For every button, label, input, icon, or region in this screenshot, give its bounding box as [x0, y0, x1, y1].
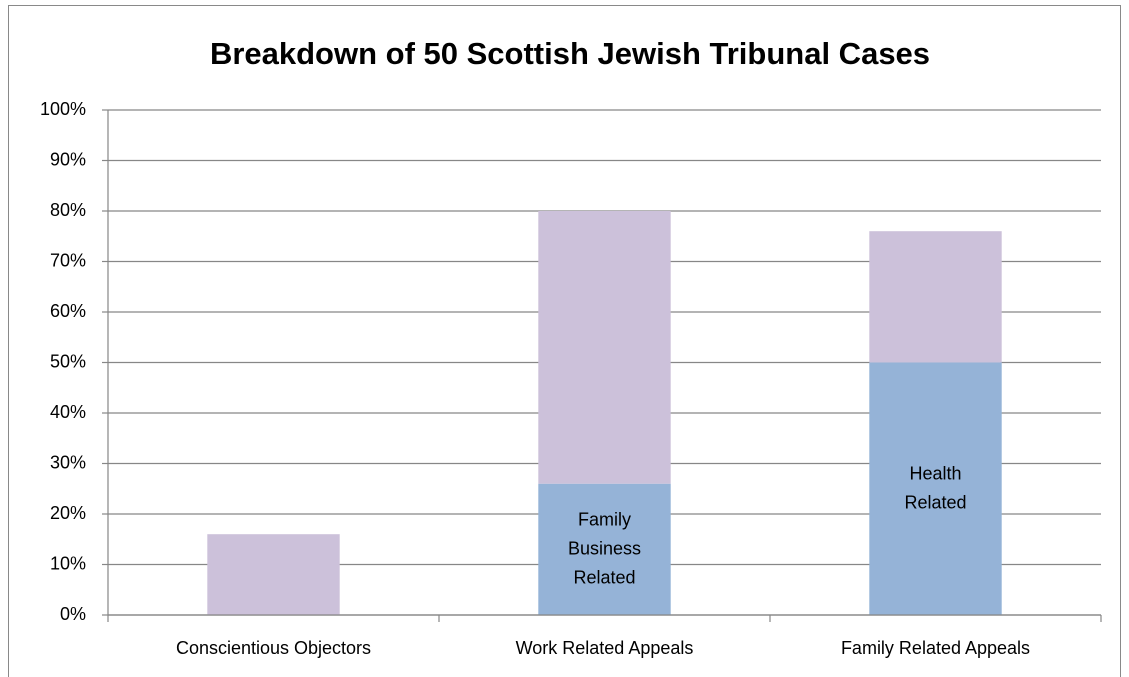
bar-segment: [869, 231, 1002, 363]
chart-border: [8, 5, 1121, 677]
x-tick-label: Conscientious Objectors: [176, 638, 371, 658]
bar-segment: [538, 483, 671, 615]
y-tick-label: 100%: [40, 99, 86, 119]
y-tick-label: 0%: [60, 604, 86, 624]
bar-segment: [538, 211, 671, 484]
chart-title: Breakdown of 50 Scottish Jewish Tribunal…: [210, 36, 930, 71]
bar-segment: [869, 362, 1002, 615]
y-tick-label: 20%: [50, 503, 86, 523]
y-tick-label: 40%: [50, 402, 86, 422]
x-tick-label: Work Related Appeals: [516, 638, 694, 658]
y-tick-label: 30%: [50, 452, 86, 472]
bar-segment: [207, 534, 340, 615]
y-tick-label: 60%: [50, 301, 86, 321]
y-tick-label: 80%: [50, 200, 86, 220]
segment-label: Family Business Related: [568, 509, 641, 587]
y-tick-label: 50%: [50, 351, 86, 371]
x-tick-label: Family Related Appeals: [841, 638, 1030, 658]
y-tick-label: 90%: [50, 149, 86, 169]
y-tick-label: 70%: [50, 250, 86, 270]
y-tick-label: 10%: [50, 553, 86, 573]
segment-label: Health Related: [904, 463, 966, 512]
